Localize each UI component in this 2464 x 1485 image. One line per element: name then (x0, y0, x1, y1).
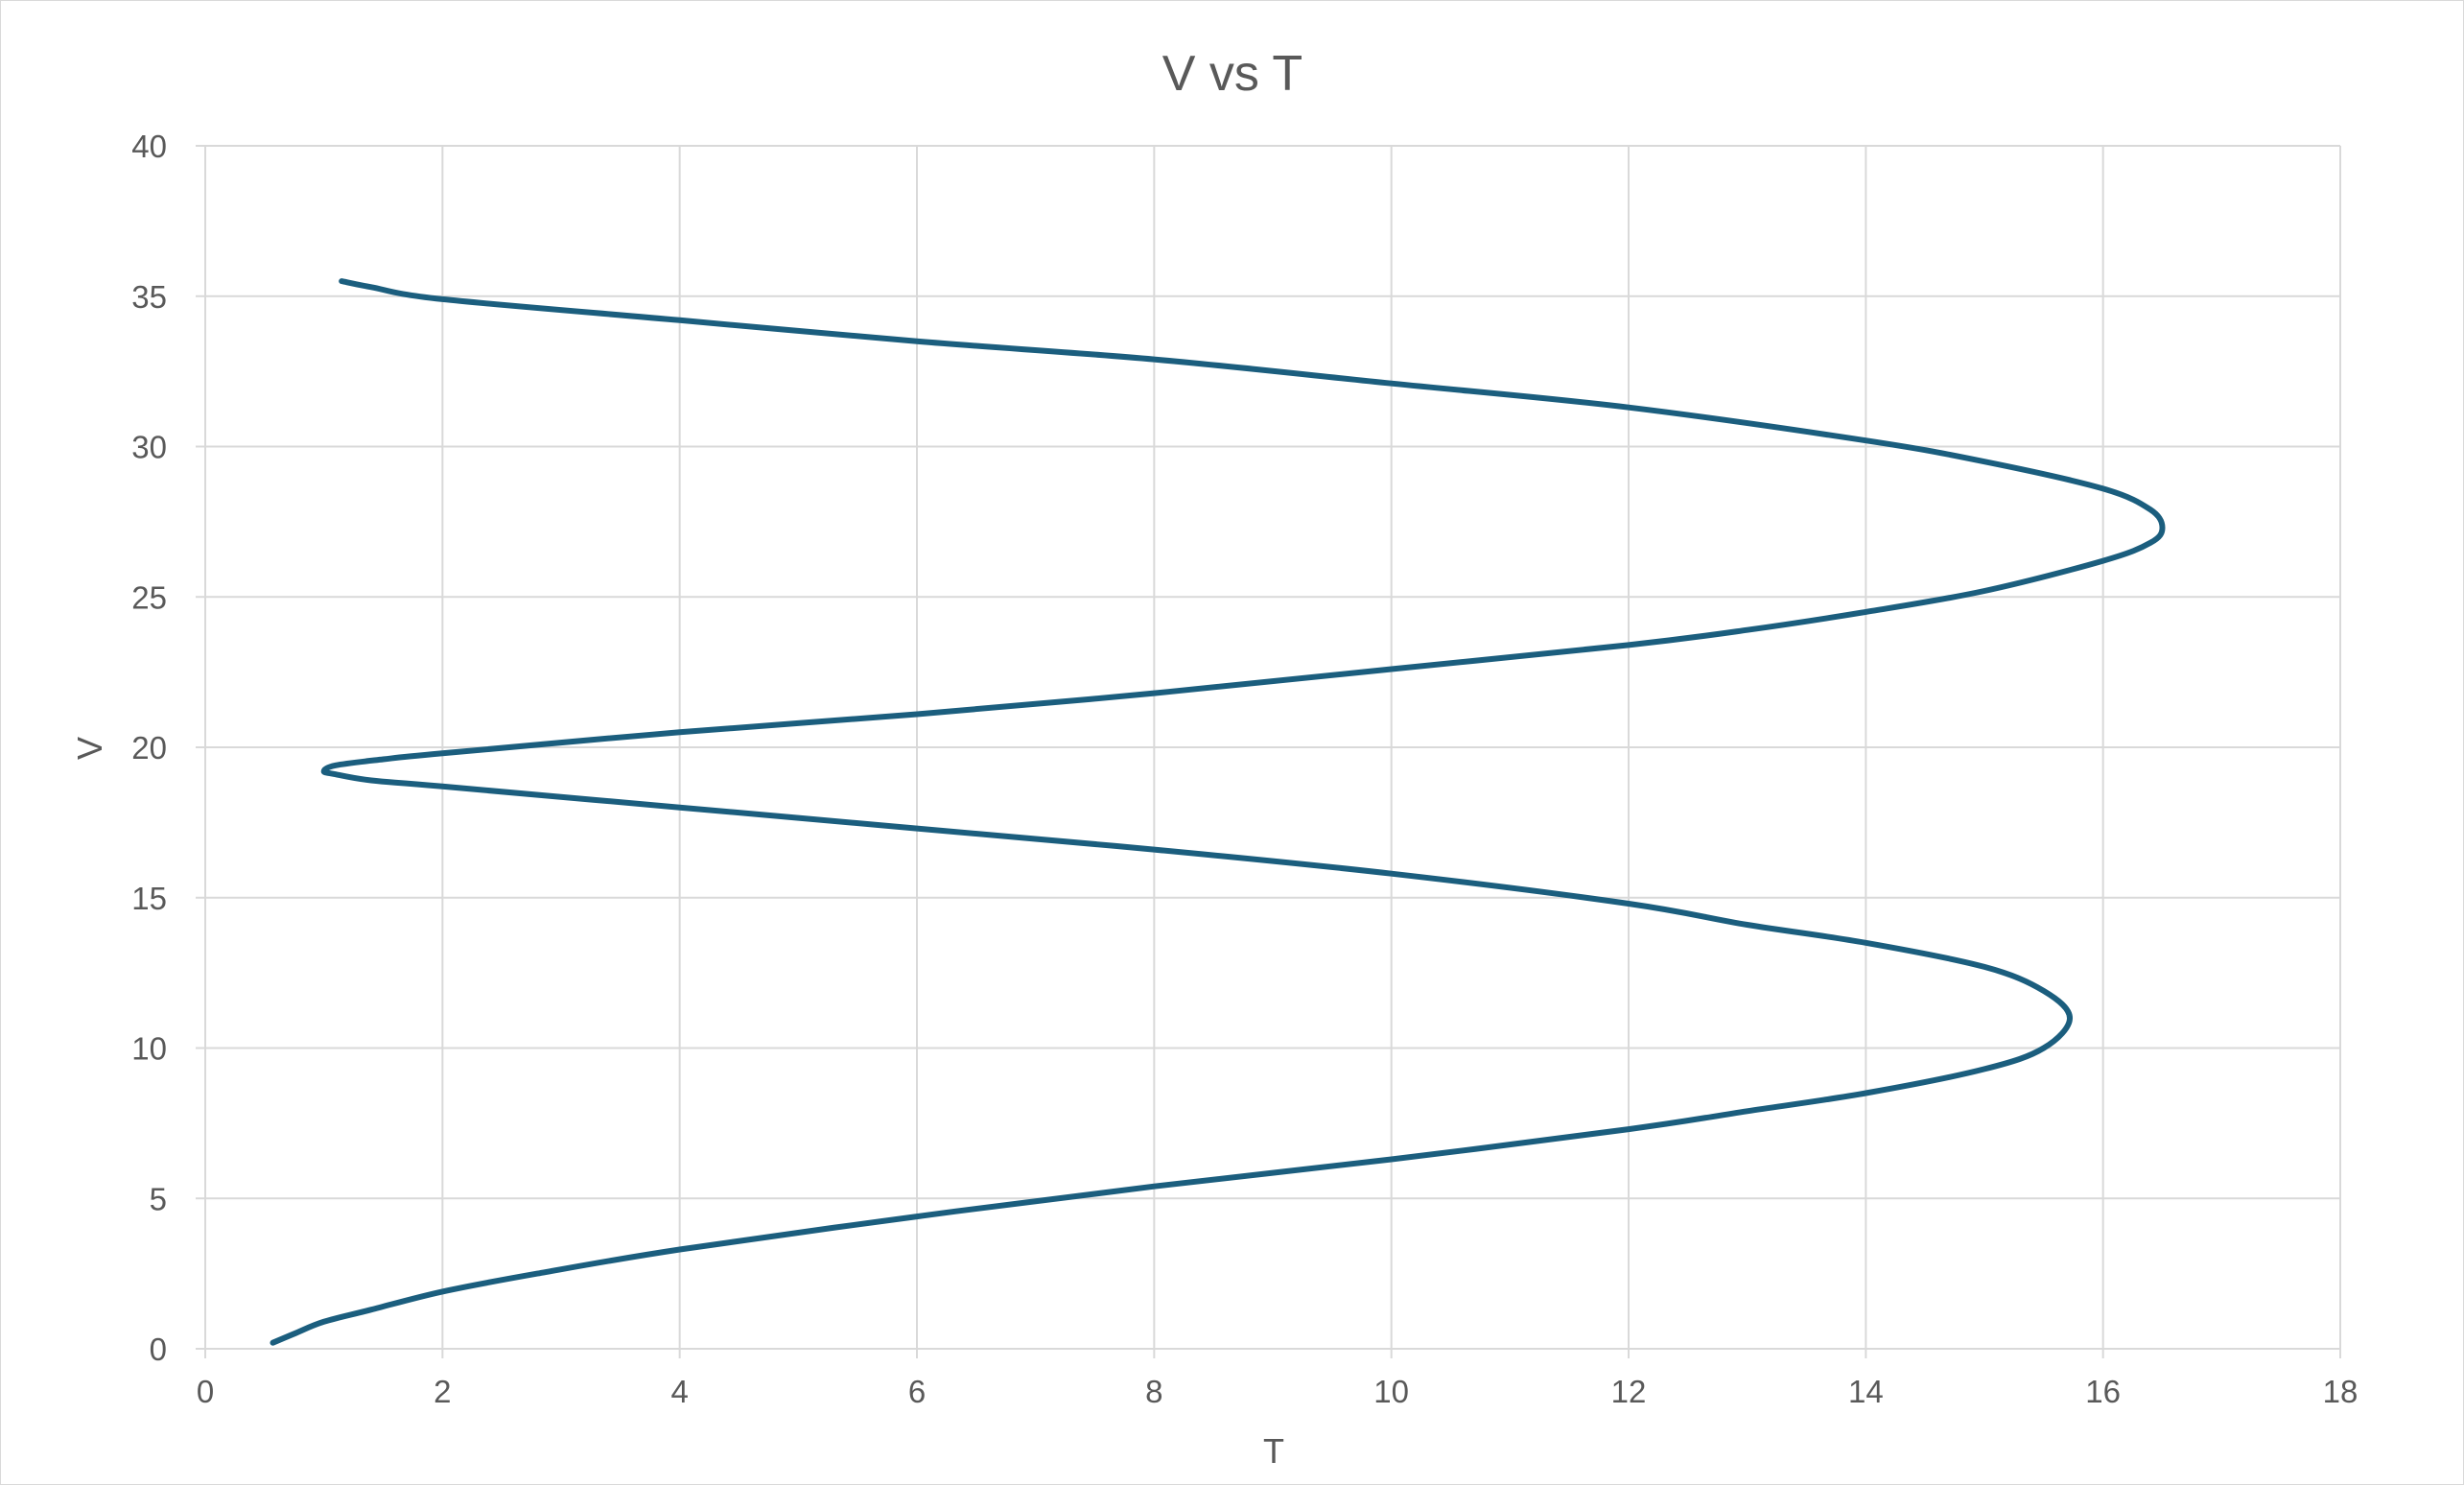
y-tick-label: 0 (150, 1332, 167, 1367)
axis-lines (196, 145, 2341, 1358)
x-tick-label: 2 (434, 1374, 451, 1409)
x-tick-label: 10 (1373, 1374, 1409, 1409)
x-axis-title: T (1263, 1431, 1284, 1471)
y-tick-label: 15 (131, 881, 167, 916)
x-tick-label: 8 (1145, 1374, 1162, 1409)
y-tick-label: 40 (131, 129, 167, 164)
tick-labels: 0 2 4 6 8 10 12 14 16 18 0 5 10 15 20 25 30 35 40 (131, 129, 2358, 1409)
x-tick-label: 6 (908, 1374, 926, 1409)
y-tick-label: 25 (131, 579, 167, 615)
series-line (270, 278, 2166, 1346)
y-tick-label: 10 (131, 1031, 167, 1067)
y-axis-title: V (70, 737, 109, 760)
x-tick-label: 4 (670, 1374, 688, 1409)
chart-title: V vs T (1162, 46, 1302, 102)
x-tick-label: 14 (1848, 1374, 1884, 1409)
x-tick-label: 0 (197, 1374, 214, 1409)
x-tick-label: 16 (2085, 1374, 2121, 1409)
y-tick-label: 20 (131, 730, 167, 766)
y-tick-label: 5 (150, 1181, 167, 1216)
x-tick-label: 18 (2323, 1374, 2358, 1409)
y-tick-label: 35 (131, 279, 167, 315)
grid-lines (205, 145, 2341, 1349)
x-tick-label: 12 (1611, 1374, 1647, 1409)
y-tick-label: 30 (131, 430, 167, 465)
series-layer (270, 278, 2166, 1346)
